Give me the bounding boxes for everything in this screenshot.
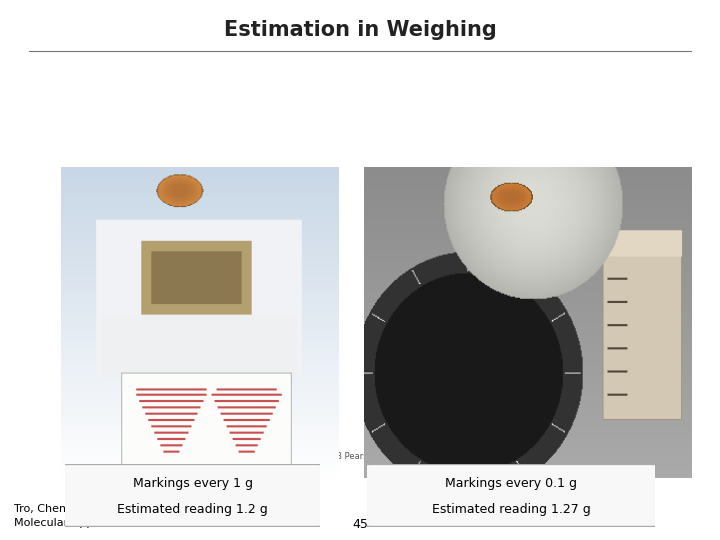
Text: (a): (a): [187, 480, 212, 495]
FancyBboxPatch shape: [359, 464, 664, 526]
Text: (b): (b): [515, 480, 539, 495]
Text: Estimated reading 1.27 g: Estimated reading 1.27 g: [432, 503, 590, 516]
Text: 45: 45: [352, 518, 368, 531]
Text: Tro, Chemistry: A
Molecular Approach: Tro, Chemistry: A Molecular Approach: [14, 504, 125, 528]
Text: Markings every 0.1 g: Markings every 0.1 g: [445, 476, 577, 490]
Text: Markings every 1 g: Markings every 1 g: [132, 476, 253, 490]
Text: Copyright © 2008 Pearson Prentice Hall, Inc.: Copyright © 2008 Pearson Prentice Hall, …: [266, 452, 454, 461]
FancyBboxPatch shape: [57, 464, 328, 526]
Text: Estimated reading 1.2 g: Estimated reading 1.2 g: [117, 503, 268, 516]
Text: Estimation in Weighing: Estimation in Weighing: [224, 19, 496, 40]
